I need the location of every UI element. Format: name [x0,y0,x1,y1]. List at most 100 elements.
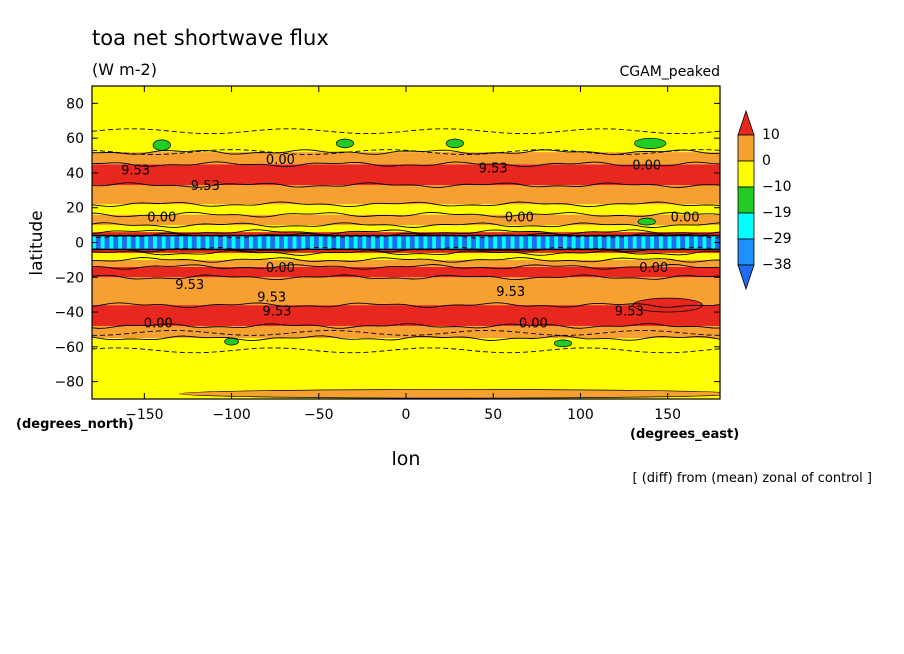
x-tick-label: −100 [212,407,250,423]
equatorial-stripe [449,236,454,249]
colorbar-segment [737,212,755,240]
equatorial-stripe [100,236,105,249]
contour-line-5 [92,257,720,263]
y-tick-label: −80 [54,375,84,391]
equatorial-stripe [362,236,367,249]
contour-line-11 [92,211,720,218]
zonal-band-14 [92,164,720,186]
equatorial-stripe [641,236,646,249]
y-tick-label: 80 [66,96,84,112]
contour-label: 9.53 [175,278,204,293]
equatorial-stripe [161,236,166,249]
equatorial-stripe [170,236,175,249]
equatorial-stripe [231,236,236,249]
footnote: [ (diff) from (mean) zonal of control ] [633,471,872,486]
zonal-band-0 [92,338,720,399]
equatorial-stripe [685,236,689,249]
anomaly-patch-3 [445,138,464,149]
equatorial-stripe [301,236,306,249]
zonal-band-2 [92,305,720,326]
y-tick-label: −40 [54,305,84,321]
equatorial-stripe [510,236,515,249]
equatorial-stripe [545,236,550,249]
zonal-band-11 [92,214,720,226]
contour-label: 0.00 [519,316,548,331]
equatorial-stripe [528,236,532,249]
equatorial-stripe [597,236,602,249]
zonal-band-16 [92,86,720,153]
contour-line-1 [92,323,720,329]
zonal-band-3 [92,277,720,306]
y-tick-label: 40 [66,166,84,182]
equatorial-stripe [493,236,498,249]
equatorial-stripe [179,236,184,249]
contour-line-14 [92,161,720,168]
contour-label: 9.53 [262,304,291,319]
colorbar-segment [737,134,755,162]
equatorial-stripe [580,236,585,249]
equatorial-stripe [283,236,288,249]
equatorial-stripe [266,236,271,249]
anomaly-patch-6 [553,339,573,348]
x-tick-label: 0 [402,407,411,423]
colorbar-arrow-bottom [737,264,755,291]
equatorial-stripe [475,236,480,249]
contour-label: 0.00 [147,210,176,225]
zonal-band-10 [92,225,720,233]
equatorial-stripe [632,236,637,249]
equatorial-stripe [458,236,463,249]
x-tick-label: 100 [567,407,594,423]
contour-label: 0.00 [144,316,173,331]
equatorial-stripe [650,236,655,249]
equatorial-stripe [388,236,393,249]
anomaly-patch-2 [335,138,355,149]
contour-line-12 [92,201,720,208]
equatorial-stripe [135,236,140,249]
equatorial-stripe [693,236,698,249]
equatorial-stripe [589,236,594,249]
dashed-contour-1 [92,149,720,155]
zonal-band-9 [92,232,720,236]
chart-units: (W m-2) [92,60,157,79]
y-tick-label: −20 [54,270,84,286]
equatorial-stripe [205,236,210,249]
equatorial-stripe [336,236,341,249]
y-units-label: (degrees_north) [16,417,134,432]
equatorial-stripe [440,236,445,249]
equatorial-stripe [554,236,559,249]
contour-label: 0.00 [639,261,668,276]
contour-label: 0.00 [505,210,534,225]
equatorial-stripe [153,236,157,249]
equatorial-stripe [432,236,437,249]
equatorial-stripe [414,236,419,249]
colorbar-label: 10 [762,127,780,143]
contour-label: 9.53 [191,179,220,194]
zonal-band-15 [92,152,720,165]
anomaly-patch-4 [634,137,667,149]
zonal-band-5 [92,259,720,267]
anomaly-patch-8 [178,389,720,399]
dashed-contour-2 [92,330,720,336]
colorbar: 10 0 −10 −19 −29 −38 [737,109,792,291]
equatorial-stripe [318,236,323,249]
equatorial-stripe [126,236,131,249]
equatorial-stripe [344,236,349,249]
y-tick-label: 0 [75,236,84,252]
equatorial-stripe [144,236,149,249]
contour-label: 0.00 [266,153,295,168]
colorbar-segment [737,238,755,266]
equatorial-stripe [624,236,628,249]
equatorial-stripe [484,236,489,249]
contour-label: 9.53 [121,163,150,178]
equatorial-stripe [501,236,506,249]
equatorial-stripe [257,236,262,249]
dashed-contour-3 [92,347,720,354]
colorbar-segment [737,186,755,214]
zonal-band-6 [92,252,720,260]
contour-line-0 [92,335,720,342]
equatorial-stripe [397,236,402,249]
equatorial-stripe [196,236,201,249]
equatorial-stripe [327,236,332,249]
equatorial-stripe [406,236,410,249]
